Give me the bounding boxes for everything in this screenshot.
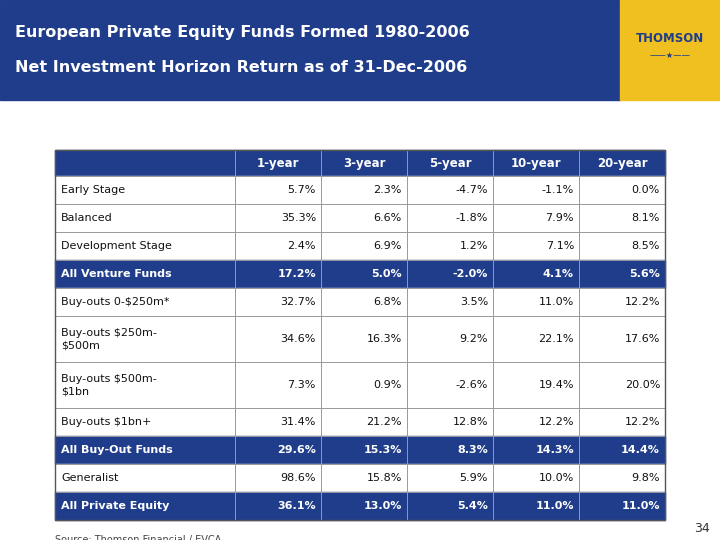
Text: 12.8%: 12.8% <box>452 417 488 427</box>
Text: 34: 34 <box>694 522 710 535</box>
Text: 34.6%: 34.6% <box>281 334 316 344</box>
Text: 31.4%: 31.4% <box>281 417 316 427</box>
Text: 15.3%: 15.3% <box>364 445 402 455</box>
Text: All Private Equity: All Private Equity <box>61 501 169 511</box>
Text: 98.6%: 98.6% <box>281 473 316 483</box>
Text: 7.1%: 7.1% <box>546 241 574 251</box>
Bar <box>55 436 665 464</box>
Text: 14.4%: 14.4% <box>621 445 660 455</box>
Text: 8.1%: 8.1% <box>631 213 660 223</box>
Text: 8.5%: 8.5% <box>631 241 660 251</box>
Text: 5.4%: 5.4% <box>457 501 488 511</box>
Text: Generalist: Generalist <box>61 473 118 483</box>
Text: 15.8%: 15.8% <box>366 473 402 483</box>
Text: 21.2%: 21.2% <box>366 417 402 427</box>
Text: 0.9%: 0.9% <box>374 380 402 390</box>
Text: 10-year: 10-year <box>510 157 562 170</box>
Text: 9.8%: 9.8% <box>631 473 660 483</box>
Text: 5.6%: 5.6% <box>629 269 660 279</box>
Text: 29.6%: 29.6% <box>277 445 316 455</box>
Text: 20-year: 20-year <box>597 157 647 170</box>
Text: 19.4%: 19.4% <box>539 380 574 390</box>
Text: THOMSON: THOMSON <box>636 31 704 44</box>
Text: -2.6%: -2.6% <box>456 380 488 390</box>
Text: All Buy-Out Funds: All Buy-Out Funds <box>61 445 173 455</box>
Bar <box>55 150 665 176</box>
Text: 11.0%: 11.0% <box>539 297 574 307</box>
Text: 11.0%: 11.0% <box>621 501 660 511</box>
Text: 32.7%: 32.7% <box>281 297 316 307</box>
Text: Net Investment Horizon Return as of 31-Dec-2006: Net Investment Horizon Return as of 31-D… <box>15 60 467 76</box>
Text: 7.3%: 7.3% <box>287 380 316 390</box>
Text: 6.8%: 6.8% <box>374 297 402 307</box>
Bar <box>55 232 665 260</box>
Text: 6.9%: 6.9% <box>374 241 402 251</box>
Text: 3-year: 3-year <box>343 157 385 170</box>
Text: 5-year: 5-year <box>428 157 472 170</box>
Text: 9.2%: 9.2% <box>459 334 488 344</box>
Text: 16.3%: 16.3% <box>366 334 402 344</box>
Text: -2.0%: -2.0% <box>453 269 488 279</box>
Text: 5.7%: 5.7% <box>287 185 316 195</box>
Bar <box>55 362 665 408</box>
Text: -1.1%: -1.1% <box>541 185 574 195</box>
Text: 10.0%: 10.0% <box>539 473 574 483</box>
Bar <box>55 408 665 436</box>
Text: 14.3%: 14.3% <box>536 445 574 455</box>
Text: 0.0%: 0.0% <box>631 185 660 195</box>
Text: -1.8%: -1.8% <box>456 213 488 223</box>
Bar <box>55 260 665 288</box>
Bar <box>55 316 665 362</box>
Bar <box>620 0 720 100</box>
Bar <box>55 150 665 520</box>
Text: 17.6%: 17.6% <box>625 334 660 344</box>
Text: All Venture Funds: All Venture Funds <box>61 269 171 279</box>
Text: 17.2%: 17.2% <box>277 269 316 279</box>
Text: 1-year: 1-year <box>257 157 300 170</box>
Bar <box>55 204 665 232</box>
Text: 8.3%: 8.3% <box>457 445 488 455</box>
Text: 3.5%: 3.5% <box>460 297 488 307</box>
Text: 4.1%: 4.1% <box>543 269 574 279</box>
Bar <box>55 288 665 316</box>
Text: Early Stage: Early Stage <box>61 185 125 195</box>
Bar <box>55 176 665 204</box>
Text: 7.9%: 7.9% <box>546 213 574 223</box>
Text: 2.4%: 2.4% <box>287 241 316 251</box>
Text: 13.0%: 13.0% <box>364 501 402 511</box>
Text: Buy-outs $250m-
$500m: Buy-outs $250m- $500m <box>61 328 157 350</box>
Bar <box>0 0 620 100</box>
Text: 35.3%: 35.3% <box>281 213 316 223</box>
Text: 12.2%: 12.2% <box>624 417 660 427</box>
Text: 5.0%: 5.0% <box>372 269 402 279</box>
Bar <box>55 150 665 520</box>
Text: 2.3%: 2.3% <box>374 185 402 195</box>
Text: Source: Thomson Financial / EVCA: Source: Thomson Financial / EVCA <box>55 535 221 540</box>
Text: Buy-outs $500m-
$1bn: Buy-outs $500m- $1bn <box>61 374 157 396</box>
Bar <box>55 492 665 520</box>
Text: European Private Equity Funds Formed 1980-2006: European Private Equity Funds Formed 198… <box>15 25 469 40</box>
Text: 36.1%: 36.1% <box>277 501 316 511</box>
Text: 12.2%: 12.2% <box>624 297 660 307</box>
Text: 5.9%: 5.9% <box>459 473 488 483</box>
Text: Buy-outs $1bn+: Buy-outs $1bn+ <box>61 417 151 427</box>
Text: -4.7%: -4.7% <box>456 185 488 195</box>
Text: Balanced: Balanced <box>61 213 113 223</box>
Text: Development Stage: Development Stage <box>61 241 172 251</box>
Text: 22.1%: 22.1% <box>539 334 574 344</box>
Text: 1.2%: 1.2% <box>459 241 488 251</box>
Text: 12.2%: 12.2% <box>539 417 574 427</box>
Text: 6.6%: 6.6% <box>374 213 402 223</box>
Text: Buy-outs 0-$250m*: Buy-outs 0-$250m* <box>61 297 169 307</box>
Text: 11.0%: 11.0% <box>536 501 574 511</box>
Text: ——★——: ——★—— <box>649 51 690 59</box>
Text: 20.0%: 20.0% <box>625 380 660 390</box>
Bar <box>55 464 665 492</box>
